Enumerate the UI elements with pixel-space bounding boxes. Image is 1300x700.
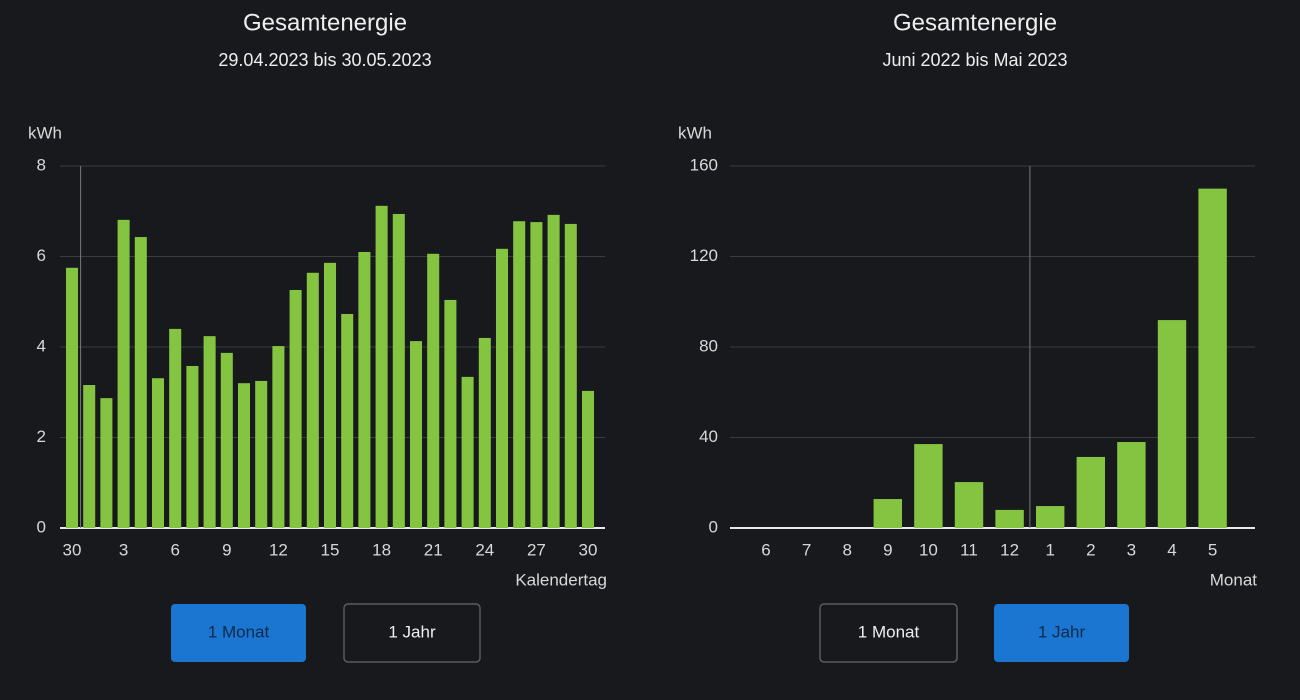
y-tick-label: 40	[699, 427, 718, 446]
x-axis-label: Monat	[1210, 570, 1258, 589]
y-tick-label: 120	[690, 246, 718, 265]
chart-subtitle: 29.04.2023 bis 30.05.2023	[218, 50, 431, 70]
y-tick-label: 2	[37, 427, 46, 446]
toggle-button[interactable]	[343, 603, 481, 663]
y-tick-label: 8	[37, 155, 46, 174]
x-tick-label: 12	[269, 540, 288, 559]
bar	[169, 328, 182, 528]
x-tick-label: 6	[170, 540, 179, 559]
button-label[interactable]: 1 Jahr	[1038, 622, 1086, 641]
x-tick-label: 24	[475, 540, 494, 559]
bar	[117, 219, 130, 528]
toggle-button[interactable]	[819, 603, 958, 663]
bar	[392, 213, 405, 528]
bar	[186, 366, 199, 528]
x-tick-label: 5	[1208, 540, 1217, 559]
x-tick-label: 10	[919, 540, 938, 559]
bar	[375, 205, 388, 528]
bar	[581, 390, 595, 528]
x-tick-label: 27	[527, 540, 546, 559]
x-tick-label: 1	[1045, 540, 1054, 559]
bar	[1076, 456, 1106, 528]
x-tick-label: 18	[372, 540, 391, 559]
toggle-button[interactable]	[171, 604, 306, 662]
chart-subtitle: Juni 2022 bis Mai 2023	[882, 50, 1067, 70]
bar	[873, 499, 903, 528]
y-tick-label: 6	[37, 246, 46, 265]
x-tick-label: 30	[579, 540, 598, 559]
bar	[995, 509, 1024, 528]
x-tick-label: 12	[1000, 540, 1019, 559]
bar	[530, 222, 543, 529]
bar	[954, 482, 984, 528]
y-axis-label: kWh	[678, 123, 712, 142]
bar	[151, 378, 165, 528]
x-tick-label: 30	[63, 540, 82, 559]
x-tick-label: 2	[1086, 540, 1095, 559]
button-label[interactable]: 1 Monat	[208, 622, 270, 641]
bar	[323, 262, 337, 528]
bar	[358, 251, 371, 528]
bar	[220, 352, 233, 528]
x-tick-label: 21	[424, 540, 443, 559]
bar	[83, 385, 96, 528]
bar	[564, 223, 577, 529]
bar	[255, 380, 268, 528]
x-tick-label: 15	[321, 540, 340, 559]
x-tick-label: 9	[883, 540, 892, 559]
bar	[272, 346, 285, 528]
chart-title: Gesamtenergie	[893, 9, 1057, 36]
y-tick-label: 0	[37, 517, 46, 536]
y-tick-label: 80	[699, 336, 718, 355]
x-tick-label: 4	[1167, 540, 1176, 559]
bar	[237, 383, 251, 528]
x-tick-label: 11	[960, 540, 978, 559]
x-tick-label: 3	[119, 540, 128, 559]
button-label[interactable]: 1 Jahr	[388, 622, 436, 641]
x-axis-label: Kalendertag	[515, 570, 607, 589]
bar	[65, 267, 79, 528]
bar	[461, 376, 474, 528]
bar	[100, 398, 113, 528]
bar	[914, 444, 943, 528]
bar	[1035, 506, 1065, 528]
bar	[1157, 320, 1187, 528]
x-tick-label: 3	[1127, 540, 1136, 559]
y-tick-label: 160	[690, 155, 718, 174]
bar	[444, 299, 457, 528]
y-tick-label: 4	[37, 336, 46, 355]
y-axis-label: kWh	[28, 123, 62, 142]
y-tick-label: 0	[709, 517, 718, 536]
x-tick-label: 8	[842, 540, 851, 559]
bar	[547, 214, 560, 528]
toggle-button[interactable]	[994, 604, 1129, 662]
bar	[341, 313, 354, 528]
bar	[203, 336, 216, 528]
x-tick-label: 9	[222, 540, 231, 559]
bar	[1198, 188, 1227, 528]
button-label[interactable]: 1 Monat	[858, 622, 920, 641]
bar	[289, 289, 302, 528]
bar	[134, 237, 147, 529]
bar	[1117, 442, 1146, 528]
bar	[427, 253, 440, 528]
bar	[306, 272, 319, 528]
bar	[513, 221, 526, 528]
x-tick-label: 6	[761, 540, 770, 559]
x-tick-label: 7	[802, 540, 811, 559]
bar	[495, 248, 509, 528]
chart-title: Gesamtenergie	[243, 9, 407, 36]
bar	[409, 341, 423, 528]
bar	[478, 337, 491, 528]
